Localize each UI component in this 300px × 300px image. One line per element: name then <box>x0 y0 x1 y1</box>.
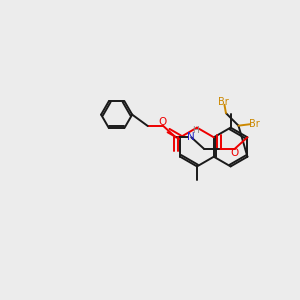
Text: H: H <box>192 126 199 135</box>
Text: N: N <box>188 132 195 142</box>
Text: Br: Br <box>218 97 229 107</box>
Text: O: O <box>231 148 239 158</box>
Text: Br: Br <box>249 119 260 129</box>
Text: O: O <box>158 117 167 127</box>
